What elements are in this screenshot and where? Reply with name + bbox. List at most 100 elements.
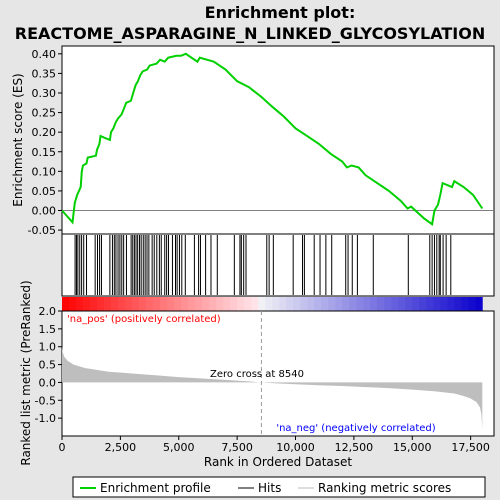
x-tick-label: 12,500 bbox=[335, 441, 374, 454]
color-bar-segment bbox=[139, 297, 147, 311]
color-bar-segment bbox=[398, 297, 406, 311]
color-bar-segment bbox=[342, 297, 350, 311]
color-bar-segment bbox=[111, 297, 119, 311]
color-bar-segment bbox=[356, 297, 364, 311]
color-bar-segment bbox=[405, 297, 413, 311]
enrichment-profile-line bbox=[61, 52, 484, 226]
color-bar-segment bbox=[314, 297, 322, 311]
x-tick-label: 10,000 bbox=[276, 441, 315, 454]
color-bar-segment bbox=[90, 297, 98, 311]
color-bar-segment bbox=[454, 297, 462, 311]
color-bar-segment bbox=[188, 297, 196, 311]
color-bar-segment bbox=[153, 297, 161, 311]
metric-panel-frame bbox=[61, 310, 495, 437]
color-bar-segment bbox=[370, 297, 378, 311]
negative-correlation-label: 'na_neg' (negatively correlated) bbox=[276, 423, 435, 434]
x-axis-label: Rank in Ordered Dataset bbox=[204, 455, 352, 469]
color-bar-segment bbox=[433, 297, 441, 311]
es-y-tick-label: -0.05 bbox=[28, 224, 56, 237]
color-bar-segment bbox=[447, 297, 455, 311]
es-y-tick-label: 0.30 bbox=[32, 87, 57, 100]
color-bar-segment bbox=[321, 297, 329, 311]
es-y-tick-label: 0.40 bbox=[32, 48, 57, 61]
color-bar-segment bbox=[83, 297, 91, 311]
color-bar-segment bbox=[195, 297, 203, 311]
es-y-tick-label: 0.15 bbox=[32, 146, 57, 159]
metric-y-tick-label: 1.0 bbox=[39, 341, 57, 354]
color-bar-segment bbox=[426, 297, 434, 311]
es-y-axis: -0.05 0.00 0.05 0.10 0.15 0.20 0.25 0.30 0.35 0.4… bbox=[28, 48, 62, 237]
x-tick-label: 0 bbox=[59, 441, 66, 454]
color-bar-segment bbox=[286, 297, 294, 311]
color-bar-segment bbox=[349, 297, 357, 311]
color-bar-segment bbox=[363, 297, 371, 311]
color-bar-segment bbox=[237, 297, 245, 311]
color-bar-segment bbox=[216, 297, 224, 311]
color-bar-segment bbox=[146, 297, 154, 311]
color-bar-segment bbox=[132, 297, 140, 311]
x-tick-label: 2,500 bbox=[105, 441, 137, 454]
color-bar-segment bbox=[181, 297, 189, 311]
color-bar-segment bbox=[104, 297, 112, 311]
chart-title-line1: Enrichment plot: bbox=[205, 3, 356, 22]
es-y-tick-label: 0.10 bbox=[32, 165, 57, 178]
color-bar-segment bbox=[391, 297, 399, 311]
es-panel-frame bbox=[61, 45, 495, 235]
metric-y-tick-label: 2.0 bbox=[39, 305, 57, 318]
es-y-tick-label: 0.05 bbox=[32, 185, 57, 198]
color-bar-segment bbox=[160, 297, 168, 311]
legend-ranking-label: Ranking metric scores bbox=[318, 481, 451, 495]
ranking-metric-area bbox=[62, 346, 483, 429]
metric-y-tick-label: 1.5 bbox=[39, 323, 57, 336]
color-bar-segment bbox=[300, 297, 308, 311]
color-bar-segment bbox=[335, 297, 343, 311]
color-bar-segment bbox=[279, 297, 287, 311]
rank-color-bar bbox=[62, 297, 483, 311]
color-bar-segment bbox=[118, 297, 126, 311]
color-bar-segment bbox=[377, 297, 385, 311]
legend-hits-label: Hits bbox=[258, 481, 281, 495]
x-tick-label: 5,000 bbox=[163, 441, 195, 454]
metric-y-tick-label: -1.0 bbox=[35, 412, 56, 425]
color-bar-segment bbox=[419, 297, 427, 311]
color-bar-segment bbox=[174, 297, 182, 311]
x-tick-label: 7,500 bbox=[221, 441, 253, 454]
color-bar-segment bbox=[223, 297, 231, 311]
es-y-tick-label: 0.25 bbox=[32, 107, 57, 120]
x-axis: 0 2,500 5,000 7,500 10,000 12,500 15,000 17,500 bbox=[59, 436, 490, 454]
x-tick-label: 17,500 bbox=[451, 441, 490, 454]
color-bar-segment bbox=[468, 297, 476, 311]
color-bar-segment bbox=[265, 297, 273, 311]
color-bar-segment bbox=[209, 297, 217, 311]
color-bar-segment bbox=[475, 297, 483, 311]
color-bar-segment bbox=[62, 297, 70, 311]
color-bar-segment bbox=[258, 297, 266, 311]
es-y-tick-label: 0.20 bbox=[32, 126, 57, 139]
x-tick-label: 15,000 bbox=[393, 441, 432, 454]
metric-y-axis-label: Ranked list metric (PreRanked) bbox=[19, 280, 33, 465]
metric-y-tick-label: 0.5 bbox=[39, 359, 57, 372]
hit-marks bbox=[74, 235, 452, 295]
color-bar-segment bbox=[307, 297, 315, 311]
color-bar-segment bbox=[412, 297, 420, 311]
color-bar-segment bbox=[293, 297, 301, 311]
color-bar-segment bbox=[167, 297, 175, 311]
metric-y-tick-label: -0.5 bbox=[35, 394, 56, 407]
es-y-axis-label: Enrichment score (ES) bbox=[11, 73, 25, 206]
color-bar-segment bbox=[69, 297, 77, 311]
positive-correlation-label: 'na_pos' (positively correlated) bbox=[67, 314, 221, 325]
color-bar-segment bbox=[384, 297, 392, 311]
color-bar-segment bbox=[97, 297, 105, 311]
legend-box bbox=[72, 476, 486, 498]
metric-y-tick-label: 0.0 bbox=[39, 376, 57, 389]
color-bar-segment bbox=[202, 297, 210, 311]
color-bar-segment bbox=[272, 297, 280, 311]
color-bar-segment bbox=[76, 297, 84, 311]
color-bar-segment bbox=[440, 297, 448, 311]
es-y-tick-label: 0.00 bbox=[32, 205, 57, 218]
color-bar-segment bbox=[328, 297, 336, 311]
legend-enrichment-label: Enrichment profile bbox=[100, 481, 211, 495]
color-bar-segment bbox=[461, 297, 469, 311]
es-y-tick-label: 0.35 bbox=[32, 67, 57, 80]
